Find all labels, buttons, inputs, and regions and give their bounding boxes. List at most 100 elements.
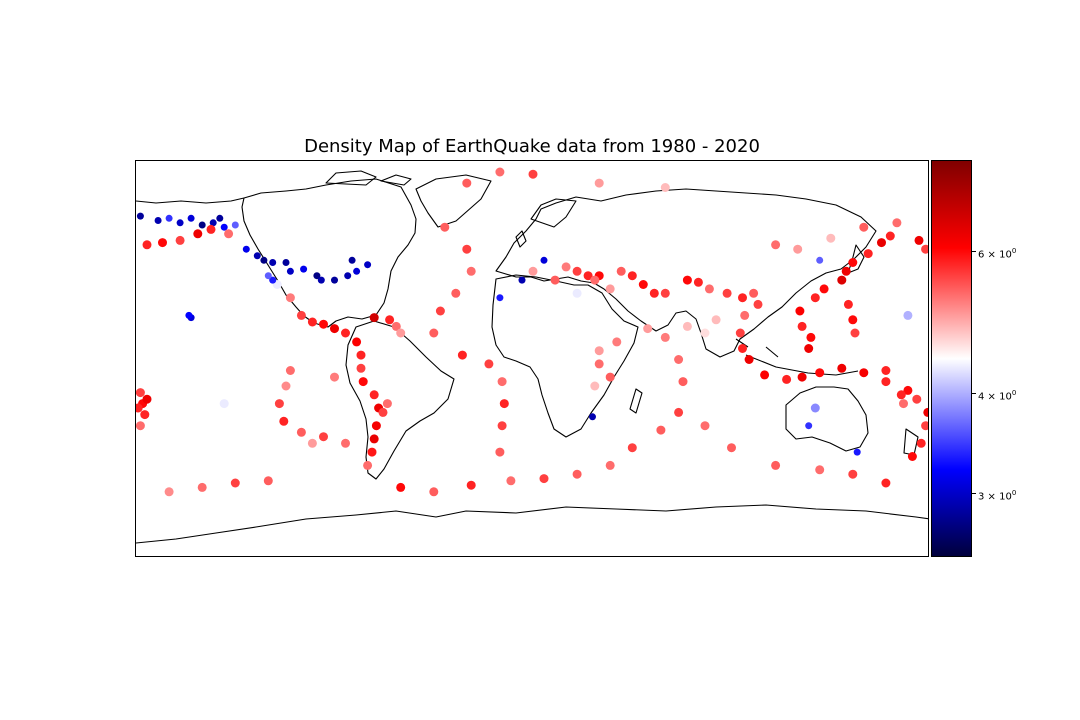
- earthquake-point: [518, 276, 526, 284]
- earthquake-point: [837, 363, 847, 373]
- coastline-north-america: [241, 178, 417, 328]
- earthquake-point: [341, 438, 350, 448]
- earthquake-point: [216, 214, 224, 222]
- earthquake-point: [528, 169, 538, 179]
- earthquake-point: [307, 317, 317, 327]
- earthquake-point: [700, 328, 710, 338]
- earthquake-point: [605, 372, 615, 382]
- earthquake-point: [859, 222, 869, 232]
- earthquake-point: [816, 256, 824, 264]
- earthquake-point: [378, 407, 388, 417]
- earthquake-point: [352, 337, 362, 347]
- earthquake-point: [589, 413, 596, 421]
- earthquake-point: [371, 421, 381, 431]
- earthquake-point: [616, 266, 626, 276]
- earthquake-point: [206, 224, 216, 234]
- earthquake-point: [738, 293, 747, 303]
- earthquake-point: [660, 332, 670, 342]
- earthquake-point: [881, 478, 891, 488]
- earthquake-point: [612, 337, 622, 347]
- earthquake-point: [198, 221, 206, 229]
- earthquake-point: [760, 370, 770, 380]
- earthquake-point: [638, 280, 648, 289]
- earthquake-point: [693, 277, 703, 287]
- earthquake-point: [282, 259, 290, 266]
- earthquake-point: [907, 452, 917, 461]
- coastline-australia: [785, 386, 869, 452]
- earthquake-point: [363, 460, 373, 470]
- earthquake-point: [197, 482, 207, 492]
- earthquake-point: [815, 465, 825, 475]
- earthquake-point: [176, 219, 184, 227]
- earthquake-point: [627, 271, 637, 281]
- earthquake-point: [863, 249, 873, 259]
- earthquake-point: [744, 355, 754, 364]
- earthquake-point: [590, 381, 600, 391]
- earthquake-point: [385, 315, 395, 325]
- earthquake-point: [656, 425, 666, 435]
- coastline-south-america: [345, 320, 455, 480]
- world-map: [136, 167, 928, 544]
- earthquake-point: [806, 332, 816, 342]
- earthquake-point: [643, 324, 653, 334]
- earthquake-point: [700, 421, 710, 431]
- earthquake-point: [572, 469, 582, 479]
- earthquake-point: [682, 321, 692, 331]
- map-plot-area: [135, 160, 929, 557]
- coastline-antarctica: [136, 504, 928, 544]
- earthquake-point: [885, 231, 895, 241]
- earthquake-point: [224, 229, 234, 239]
- earthquake-point: [140, 410, 150, 420]
- earthquake-point: [853, 448, 861, 456]
- earthquake-point: [771, 460, 781, 470]
- earthquake-point: [242, 245, 250, 253]
- earthquake-point: [300, 265, 308, 273]
- earthquake-point: [136, 212, 144, 220]
- earthquake-point: [281, 381, 291, 391]
- earthquake-point: [497, 377, 507, 387]
- earthquake-point: [914, 235, 924, 245]
- earthquake-point: [274, 399, 284, 409]
- earthquake-point: [923, 407, 928, 417]
- earthquake-point: [253, 252, 261, 260]
- earthquake-point: [429, 487, 439, 497]
- earthquake-point: [484, 359, 494, 369]
- earthquake-point: [330, 372, 339, 382]
- earthquake-point: [627, 443, 637, 453]
- earthquake-point: [848, 469, 858, 479]
- earthquake-point: [260, 256, 268, 264]
- coastline-madagascar: [629, 388, 643, 414]
- earthquake-point: [158, 238, 167, 248]
- earthquake-point: [877, 238, 886, 248]
- coastline-alaska: [136, 197, 245, 204]
- earthquake-point: [859, 368, 869, 378]
- earthquake-point: [797, 372, 807, 382]
- earthquake-point: [269, 259, 277, 266]
- earthquake-point: [307, 438, 317, 448]
- coastline-africa: [491, 274, 639, 438]
- earthquake-point: [892, 218, 902, 228]
- earthquake-point: [711, 315, 721, 325]
- earthquake-point: [317, 276, 325, 284]
- earthquake-point: [364, 261, 372, 269]
- earthquake-point: [912, 394, 922, 404]
- earthquake-point: [682, 275, 692, 285]
- earthquake-point: [369, 434, 379, 444]
- coastlines: [136, 170, 928, 544]
- earthquake-points: [136, 167, 928, 497]
- earthquake-point: [674, 407, 684, 417]
- earthquake-point: [353, 267, 361, 275]
- earthquake-point: [435, 306, 445, 316]
- earthquake-point: [819, 284, 829, 294]
- earthquake-point: [594, 346, 604, 356]
- earthquake-point: [344, 272, 352, 280]
- earthquake-point: [738, 344, 747, 353]
- earthquake-point: [187, 214, 195, 222]
- earthquake-point: [740, 310, 750, 320]
- earthquake-point: [466, 266, 476, 276]
- earthquake-point: [165, 214, 173, 222]
- earthquake-point: [136, 388, 145, 398]
- earthquake-point: [843, 299, 853, 309]
- earthquake-point: [540, 256, 548, 264]
- coastline-greenland: [415, 174, 492, 228]
